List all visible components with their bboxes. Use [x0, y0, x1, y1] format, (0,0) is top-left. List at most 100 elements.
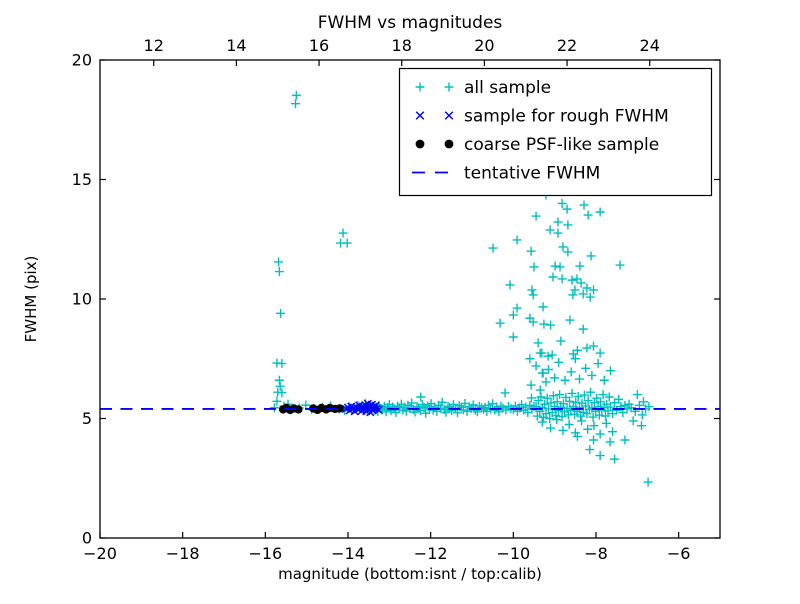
marker-plus	[578, 324, 588, 334]
marker-plus	[512, 303, 522, 313]
y-tick-label: 0	[82, 529, 92, 548]
marker-plus	[579, 390, 589, 400]
marker-plus	[526, 380, 536, 390]
marker-plus	[586, 387, 596, 397]
marker-plus	[571, 397, 581, 407]
legend-label-rough-fwhm: sample for rough FWHM	[464, 107, 669, 127]
x-tick-label-bottom: −18	[166, 544, 200, 563]
marker-plus	[447, 406, 457, 416]
x-tick-label-top: 12	[144, 36, 164, 55]
marker-plus	[565, 315, 575, 325]
marker-plus	[601, 411, 611, 421]
marker-plus	[505, 280, 515, 290]
legend-label-tentative-fwhm: tentative FWHM	[464, 164, 600, 184]
marker-plus	[577, 416, 587, 426]
marker-plus	[551, 411, 561, 421]
marker-plus	[560, 375, 570, 385]
x-tick-label-top: 18	[392, 36, 412, 55]
marker-plus	[614, 394, 624, 404]
series-coarse-psf-like-sample	[278, 403, 344, 415]
marker-plus	[557, 412, 567, 422]
marker-plus	[558, 425, 568, 435]
marker-plus	[381, 407, 391, 417]
marker-x	[444, 111, 454, 120]
legend-markers	[412, 82, 457, 174]
marker-plus	[579, 200, 589, 210]
marker-plus	[637, 410, 647, 420]
marker-plus	[574, 403, 584, 413]
marker-circle	[294, 405, 303, 414]
marker-plus	[550, 373, 560, 383]
marker-plus	[546, 320, 556, 330]
marker-plus	[419, 403, 429, 413]
marker-circle	[444, 139, 454, 149]
marker-plus	[583, 210, 593, 220]
marker-plus	[272, 358, 282, 368]
marker-plus	[443, 401, 453, 411]
y-tick-label: 15	[72, 170, 92, 189]
marker-plus	[636, 421, 646, 431]
marker-plus	[610, 454, 620, 464]
marker-plus	[563, 410, 573, 420]
marker-plus	[563, 247, 573, 257]
marker-plus	[441, 407, 451, 417]
marker-plus	[448, 399, 458, 409]
marker-plus	[554, 357, 564, 367]
marker-plus	[532, 411, 542, 421]
y-tick-label: 20	[72, 51, 92, 70]
marker-plus	[568, 290, 578, 300]
marker-plus	[545, 414, 555, 423]
marker-plus	[583, 424, 593, 434]
marker-plus	[543, 351, 553, 361]
marker-plus	[585, 292, 595, 302]
marker-plus	[564, 419, 574, 429]
marker-plus	[492, 402, 502, 412]
marker-plus	[553, 228, 563, 238]
marker-plus	[342, 238, 352, 248]
marker-plus	[407, 398, 417, 408]
marker-plus	[573, 392, 583, 402]
marker-plus	[563, 220, 573, 230]
marker-plus	[567, 275, 577, 285]
marker-plus	[488, 243, 498, 253]
marker-plus	[582, 343, 592, 353]
marker-plus	[539, 319, 549, 329]
marker-plus	[565, 396, 575, 406]
marker-plus	[561, 392, 571, 402]
marker-plus	[574, 374, 584, 384]
marker-plus	[628, 416, 638, 426]
marker-plus	[291, 90, 301, 100]
marker-plus	[273, 387, 283, 397]
y-axis-label: FWHM (pix)	[22, 256, 40, 343]
marker-plus	[643, 477, 653, 487]
marker-plus	[595, 207, 605, 217]
marker-plus	[495, 318, 505, 328]
marker-plus	[595, 451, 605, 461]
marker-plus	[531, 361, 541, 371]
marker-plus	[543, 365, 553, 375]
marker-plus	[605, 366, 615, 376]
marker-x	[374, 405, 383, 414]
y-tick-label: 10	[72, 290, 92, 309]
marker-plus	[274, 375, 284, 385]
marker-plus	[291, 99, 301, 109]
marker-plus	[500, 388, 510, 398]
x-tick-label-bottom: −6	[667, 544, 691, 563]
legend-label-coarse-psf: coarse PSF-like sample	[464, 135, 659, 155]
marker-plus	[552, 397, 562, 407]
marker-plus	[538, 302, 548, 312]
marker-plus	[578, 289, 588, 299]
legend-label-all-sample: all sample	[464, 78, 551, 98]
x-tick-label-bottom: −14	[331, 544, 365, 563]
marker-plus	[589, 285, 599, 295]
marker-plus	[604, 392, 614, 402]
marker-circle	[335, 404, 344, 413]
marker-plus	[588, 412, 598, 422]
marker-circle	[415, 139, 425, 149]
y-tick-label: 5	[82, 409, 92, 428]
marker-plus	[598, 390, 608, 400]
marker-plus	[541, 409, 551, 419]
marker-plus	[537, 417, 547, 427]
